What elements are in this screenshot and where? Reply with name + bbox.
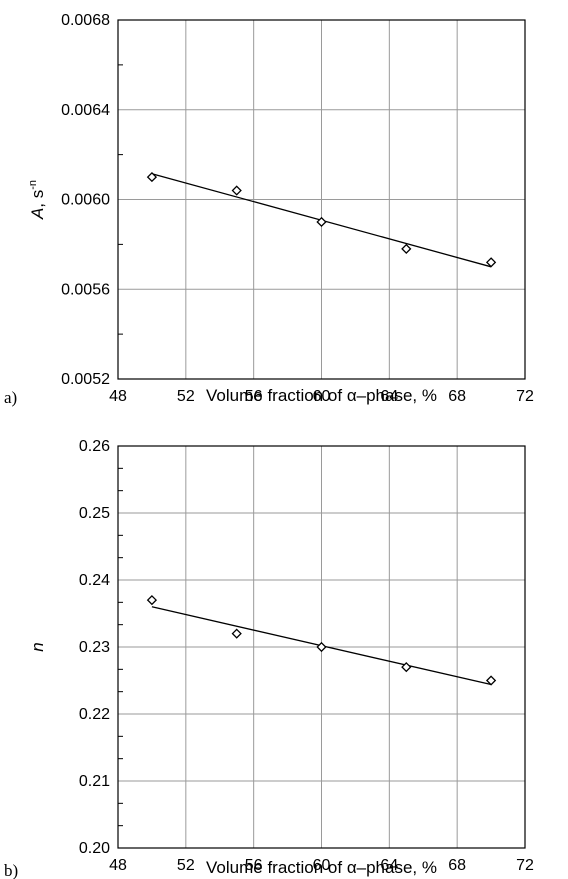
data-point xyxy=(146,594,158,606)
y-tick-label: 0.0064 xyxy=(61,102,110,119)
y-axis-title: A, s-n xyxy=(27,180,47,220)
data-point xyxy=(146,171,158,183)
y-axis-title: n xyxy=(28,642,47,651)
y-tick-label: 0.0068 xyxy=(61,12,110,29)
data-point xyxy=(401,243,412,254)
x-tick-label: 56 xyxy=(245,388,263,405)
y-tick-label: 0.0052 xyxy=(61,371,110,388)
x-tick-label: 68 xyxy=(448,388,466,405)
x-tick-label: 60 xyxy=(313,388,331,405)
panel-label: a) xyxy=(4,388,17,407)
x-axis-title: Volume fraction of α–phase, % xyxy=(206,858,437,877)
data-point xyxy=(231,628,242,639)
data-point xyxy=(231,185,242,196)
x-tick-label: 64 xyxy=(380,388,398,405)
y-tick-label: 0.21 xyxy=(79,773,110,790)
plot-frame xyxy=(117,19,526,380)
y-tick-label: 0.20 xyxy=(79,840,110,857)
y-tick-label: 0.24 xyxy=(79,572,110,589)
panel-label: b) xyxy=(4,861,18,879)
data-point xyxy=(316,641,327,653)
x-tick-label: 68 xyxy=(448,857,466,874)
data-point xyxy=(401,661,412,673)
y-tick-label: 0.0060 xyxy=(61,192,110,209)
chart-panel-b: 48 52 56 60 64 68 72 0.20 0.21 0.22 0.23 0.24 0.25 0.… xyxy=(4,438,534,879)
data-point xyxy=(485,257,497,268)
x-tick-label: 52 xyxy=(177,388,195,405)
chart-panel-a: 48 52 56 60 64 68 72 0.0052 0.0056 0.0060 0.0064 0.… xyxy=(4,12,534,407)
data-point xyxy=(316,216,327,228)
x-tick-label: 72 xyxy=(516,857,534,874)
y-tick-label: 0.22 xyxy=(79,706,110,723)
y-tick-label: 0.26 xyxy=(79,438,110,455)
x-tick-label: 64 xyxy=(380,857,398,874)
y-tick-label: 0.25 xyxy=(79,505,110,522)
x-tick-label: 48 xyxy=(109,857,127,874)
x-tick-label: 52 xyxy=(177,857,195,874)
x-tick-label: 72 xyxy=(516,388,534,405)
x-tick-label: 60 xyxy=(313,857,331,874)
plot-frame xyxy=(117,445,526,849)
x-axis-title: Volume fraction of α–phase, % xyxy=(206,386,437,405)
y-tick-label: 0.0056 xyxy=(61,281,110,298)
x-tick-label: 56 xyxy=(245,857,263,874)
x-tick-label: 48 xyxy=(109,388,127,405)
y-tick-label: 0.23 xyxy=(79,639,110,656)
data-point xyxy=(485,675,497,686)
